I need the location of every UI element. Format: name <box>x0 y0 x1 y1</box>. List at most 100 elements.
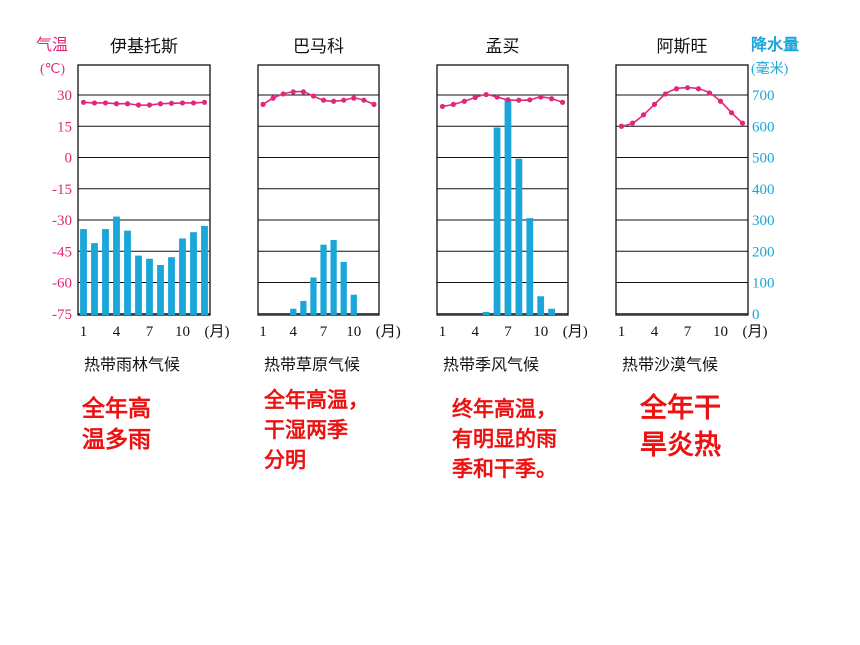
temperature-point <box>113 101 120 107</box>
precip-bar <box>340 261 347 315</box>
precip-bar <box>179 238 186 315</box>
precip-bar <box>124 230 131 315</box>
left-tick-label: -75 <box>52 307 72 323</box>
left-tick-label: 0 <box>65 151 73 167</box>
x-axis-unit: (月) <box>563 324 588 340</box>
x-tick-label: 1 <box>259 324 267 340</box>
temperature-point <box>618 123 625 129</box>
panel-title: 巴马科 <box>293 37 344 57</box>
precip-bar <box>113 216 120 315</box>
temperature-point <box>320 97 327 103</box>
left-tick-label: -30 <box>52 213 72 229</box>
temperature-point <box>80 99 87 105</box>
left-tick-label: -60 <box>52 276 72 292</box>
precip-bar <box>515 158 523 315</box>
temperature-point <box>146 102 153 108</box>
right-tick-label: 100 <box>752 276 775 292</box>
temperature-point <box>290 89 296 95</box>
x-axis-unit: (月) <box>743 324 768 340</box>
x-tick-label: 4 <box>471 324 479 340</box>
x-tick-label: 4 <box>290 324 298 340</box>
x-tick-label: 4 <box>113 324 121 340</box>
precip-bar <box>320 244 327 315</box>
x-tick-label: 4 <box>651 324 659 340</box>
panel-frame <box>615 64 749 316</box>
precip-bar <box>91 243 98 315</box>
right-tick-label: 500 <box>752 151 775 167</box>
right-tick-label: 300 <box>752 213 775 229</box>
temperature-point <box>739 120 746 126</box>
precip-bar <box>190 232 197 315</box>
right-axis-title: 降水量 <box>751 35 799 54</box>
precip-bar <box>135 255 142 315</box>
left-tick-label: -45 <box>52 244 72 260</box>
temperature-point <box>91 100 98 106</box>
precip-bar <box>290 308 297 315</box>
climate-label: 热带季风气候 <box>443 355 539 374</box>
temperature-point <box>494 94 500 100</box>
precip-bar <box>504 99 512 315</box>
panel-title: 阿斯旺 <box>657 37 708 57</box>
temperature-point <box>549 96 555 102</box>
temperature-point <box>361 97 367 103</box>
temperature-point <box>516 97 522 103</box>
temperature-point <box>179 100 186 106</box>
left-tick-label: 30 <box>57 88 72 104</box>
temperature-point <box>673 86 680 92</box>
x-axis-unit: (月) <box>376 324 401 340</box>
temperature-point <box>640 112 647 118</box>
temperature-point <box>450 101 456 107</box>
temperature-point <box>331 98 337 104</box>
precip-bar <box>310 277 317 315</box>
temperature-point <box>190 100 197 106</box>
precip-bar <box>482 311 490 315</box>
temperature-point <box>310 93 317 99</box>
temperature-point <box>168 100 175 106</box>
right-tick-label: 200 <box>752 244 775 260</box>
precip-bar <box>102 229 109 315</box>
x-tick-label: 7 <box>504 324 512 340</box>
temperature-point <box>102 100 109 106</box>
precip-bar <box>168 257 175 315</box>
panel-frame <box>436 64 569 316</box>
x-tick-label: 7 <box>320 324 328 340</box>
x-tick-label: 10 <box>175 324 190 340</box>
note-savanna: 全年高温， 干湿两季 分明 <box>264 388 369 472</box>
right-axis-unit: (毫米) <box>751 60 789 77</box>
temperature-point <box>472 94 478 101</box>
precip-bar <box>537 296 545 315</box>
temperature-point <box>270 95 276 101</box>
x-tick-label: 1 <box>618 324 626 340</box>
precip-bar <box>157 265 164 315</box>
temperature-point <box>341 97 347 103</box>
climate-label: 热带沙漠气候 <box>622 355 718 374</box>
temperature-point <box>527 97 533 103</box>
temperature-point <box>483 91 489 98</box>
temperature-point <box>201 99 208 105</box>
panel-title: 伊基托斯 <box>110 37 178 57</box>
x-tick-label: 1 <box>80 324 88 340</box>
temperature-point <box>260 101 266 107</box>
temperature-point <box>135 102 142 108</box>
temperature-point <box>157 101 164 107</box>
climate-label: 热带草原气候 <box>264 355 360 374</box>
temperature-point <box>300 89 306 95</box>
temperature-point <box>728 110 735 116</box>
x-tick-label: 10 <box>346 324 361 340</box>
right-tick-label: 600 <box>752 119 775 135</box>
right-tick-label: 400 <box>752 182 775 198</box>
left-axis-title: 气温 <box>36 35 68 54</box>
temperature-point <box>695 86 702 92</box>
temperature-point <box>717 98 724 104</box>
note-desert: 全年干 旱炎热 <box>640 393 721 461</box>
precip-bar <box>80 229 87 315</box>
x-tick-label: 10 <box>533 324 548 340</box>
temperature-point <box>461 98 467 104</box>
x-tick-label: 7 <box>146 324 154 340</box>
panel-frame <box>257 64 380 316</box>
panel-frame <box>77 64 211 316</box>
note-rainforest: 全年高 温多雨 <box>82 396 151 453</box>
temperature-point <box>538 94 544 100</box>
left-axis-unit: (℃) <box>40 62 65 77</box>
